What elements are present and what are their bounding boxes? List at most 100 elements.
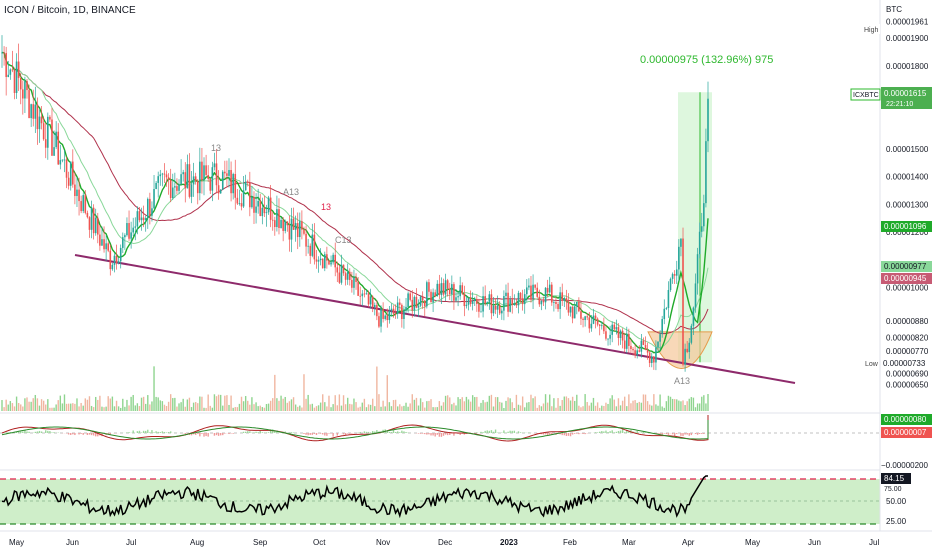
rsi-value-tag xyxy=(881,473,911,484)
macd-hist-bar xyxy=(217,433,220,436)
volume-bar xyxy=(9,401,12,411)
volume-bar xyxy=(332,404,334,411)
volume-bar xyxy=(486,401,488,411)
volume-bar xyxy=(509,398,511,411)
candle-body xyxy=(609,334,611,339)
volume-bar xyxy=(128,405,130,411)
volume-bar xyxy=(480,402,482,411)
candle-body xyxy=(542,300,545,303)
volume-bar xyxy=(609,398,611,411)
candle-body xyxy=(157,176,159,183)
volume-bar xyxy=(538,405,541,411)
rsi-low-value: 25.00 xyxy=(886,517,907,526)
volume-bar xyxy=(582,406,584,411)
volume-bar xyxy=(76,398,78,411)
macd-hist-bar xyxy=(36,431,39,433)
volume-bar xyxy=(565,396,568,411)
macd-hist-bar xyxy=(74,433,76,436)
volume-bar xyxy=(105,406,107,411)
candle-body xyxy=(303,229,305,234)
candle-body xyxy=(494,305,497,310)
volume-bar xyxy=(382,400,384,411)
candle-body xyxy=(65,159,68,178)
candle-body xyxy=(263,207,266,214)
volume-bar xyxy=(432,407,434,411)
macd-hist-bar xyxy=(261,432,264,433)
candle-body xyxy=(482,296,484,312)
candle-body xyxy=(421,296,424,301)
macd-hist-bar xyxy=(484,430,486,433)
time-axis[interactable] xyxy=(0,531,932,550)
macd-hist-bar xyxy=(34,431,37,433)
candle-body xyxy=(124,235,126,238)
candle-body xyxy=(694,283,697,308)
volume-bar xyxy=(317,405,320,411)
macd-hist-bar xyxy=(149,432,151,433)
volume-bar xyxy=(40,399,43,411)
volume-bar xyxy=(605,402,607,411)
countdown: 22:21:10 xyxy=(886,101,913,108)
candle-body xyxy=(146,198,149,219)
volume-bar xyxy=(42,400,45,411)
volume-bar xyxy=(95,396,97,411)
volume-bar xyxy=(294,404,297,411)
macd-hist-bar xyxy=(219,433,222,436)
volume-bar xyxy=(471,395,474,411)
chart-title: ICON / Bitcoin, 1D, BINANCE xyxy=(4,5,136,16)
macd-hist-bar xyxy=(599,431,601,433)
candle-body xyxy=(667,289,670,308)
macd-hist-bar xyxy=(609,431,611,433)
candle-body xyxy=(138,211,141,221)
macd-hist-bar xyxy=(476,432,478,433)
macd-hist-bar xyxy=(151,430,153,433)
candle-body xyxy=(646,349,649,353)
ma-value: 0.00000977 xyxy=(884,262,927,271)
candle-body xyxy=(182,172,184,175)
volume-bar xyxy=(492,406,495,411)
price-tick-label: 0.00001300 xyxy=(886,200,929,209)
volume-bar xyxy=(7,404,9,411)
candle-body xyxy=(469,297,472,304)
volume-bar xyxy=(253,404,255,411)
candle-body xyxy=(61,159,64,161)
volume-bar xyxy=(707,394,709,411)
macd-hist-bar xyxy=(405,431,407,433)
macd-hist-bar xyxy=(428,433,430,435)
macd-hist-bar xyxy=(267,432,270,433)
candle-body xyxy=(621,330,624,341)
macd-hist-bar xyxy=(15,431,18,433)
candle-body xyxy=(534,284,536,288)
candle-body xyxy=(507,292,509,312)
volume-bar xyxy=(99,395,101,411)
volume-bar xyxy=(640,402,643,411)
candle-body xyxy=(265,212,268,214)
macd-hist-bar xyxy=(417,433,420,434)
time-tick-label: Apr xyxy=(682,538,695,547)
volume-bar xyxy=(336,405,338,411)
volume-bar xyxy=(351,404,353,411)
time-ticks: May Jun Jul Aug Sep Oct Nov Dec 2023 Feb Mar Apr May… xyxy=(9,538,879,547)
macd-hist-bar xyxy=(97,433,99,437)
volume-bar xyxy=(607,403,609,411)
candle-body xyxy=(232,173,234,194)
trendline[interactable] xyxy=(74,254,796,384)
time-tick-label: Mar xyxy=(622,538,636,547)
price-tick-label: 0.00001500 xyxy=(886,145,929,154)
macd-hist-bar xyxy=(136,431,139,433)
volume-bar xyxy=(11,403,14,411)
macd-hist-bar xyxy=(369,432,372,433)
macd-hist-bar xyxy=(53,432,55,433)
candle-body xyxy=(388,310,391,321)
candle-body xyxy=(92,207,95,234)
macd-hist-bar xyxy=(165,432,168,433)
macd-hist-bar xyxy=(5,432,7,433)
candle-body xyxy=(19,77,22,90)
volume-bar xyxy=(74,403,76,411)
candle-body xyxy=(644,344,647,350)
volume-bar xyxy=(542,403,545,411)
macd-hist-bar xyxy=(167,432,170,433)
macd-hist-bar xyxy=(317,433,320,434)
time-tick-label: Dec xyxy=(438,538,452,547)
candle-body xyxy=(103,239,105,250)
